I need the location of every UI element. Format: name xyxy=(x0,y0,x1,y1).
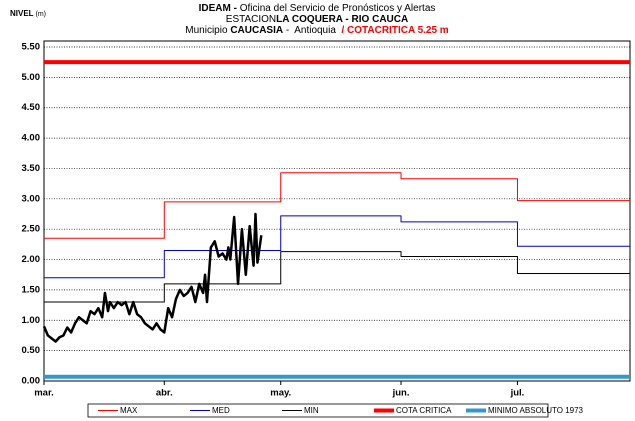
series-line xyxy=(44,172,630,239)
y-tick-label: 3.00 xyxy=(22,193,41,204)
x-tick-label: jul. xyxy=(510,388,525,399)
y-tick-label: 0.00 xyxy=(22,376,41,387)
series-line xyxy=(44,251,630,303)
chart-title: ESTACIONLA COQUERA - RIO CAUCA xyxy=(226,14,408,25)
title-part: IDEAM - xyxy=(199,3,237,14)
y-tick-label: 1.00 xyxy=(22,315,41,326)
y-tick-label: 1.50 xyxy=(22,284,41,295)
title-part: LA COQUERA - RIO CAUCA xyxy=(276,14,408,25)
y-tick-label: 5.50 xyxy=(22,42,41,53)
y-label-part: (m) xyxy=(34,11,46,18)
legend xyxy=(87,403,549,418)
title-part: CAUCASIA xyxy=(230,25,283,36)
title-part: Oficina del Servicio de Pronósticos y Al… xyxy=(237,3,435,14)
series-line xyxy=(44,215,630,279)
legend-label: MIN xyxy=(304,406,319,415)
x-tick-label: abr. xyxy=(156,388,173,399)
y-label-part: NIVEL xyxy=(10,9,34,18)
y-tick-label: 3.50 xyxy=(22,163,41,174)
legend-label: MED xyxy=(212,406,230,415)
y-tick-label: 4.50 xyxy=(22,102,41,113)
legend-label: MAX xyxy=(120,406,138,415)
legend-label: MINIMO ABSOLUTO 1973 xyxy=(488,406,584,415)
title-part: Municipio xyxy=(185,25,230,36)
legend-label: COTA CRITICA xyxy=(396,406,452,415)
y-tick-label: 2.00 xyxy=(22,254,41,265)
title-part: ESTACION xyxy=(226,14,276,25)
series-line xyxy=(42,212,263,343)
y-tick-label: 2.50 xyxy=(22,224,41,235)
y-tick-label: 5.00 xyxy=(22,72,41,83)
y-tick-label: 4.00 xyxy=(22,133,41,144)
x-tick-label: mar. xyxy=(34,388,54,399)
chart-title: Municipio CAUCASIA - Antioquia / COTACRI… xyxy=(185,25,449,36)
x-tick-label: jun. xyxy=(392,388,410,399)
chart-title: IDEAM - Oficina del Servicio de Pronósti… xyxy=(199,3,436,14)
y-axis-label: NIVEL (m) xyxy=(10,9,46,18)
title-part: - Antioquia xyxy=(283,25,339,36)
y-tick-label: 0.50 xyxy=(22,345,41,356)
title-part: / COTACRITICA 5.25 m xyxy=(339,25,449,36)
x-tick-label: may. xyxy=(270,388,291,399)
